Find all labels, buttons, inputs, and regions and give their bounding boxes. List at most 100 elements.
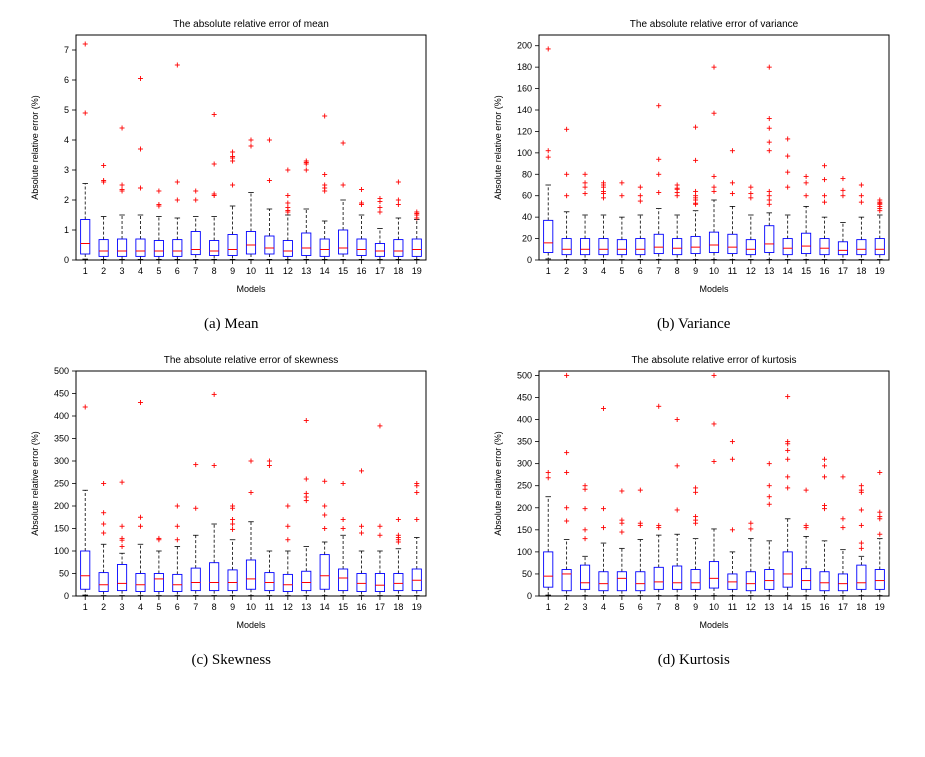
svg-text:The absolute relative error of: The absolute relative error of kurtosis	[631, 355, 796, 366]
svg-text:3: 3	[120, 266, 125, 276]
svg-text:13: 13	[764, 602, 774, 612]
svg-text:300: 300	[54, 456, 69, 466]
svg-text:350: 350	[54, 434, 69, 444]
svg-text:5: 5	[619, 266, 624, 276]
svg-text:500: 500	[517, 370, 532, 380]
svg-text:2: 2	[101, 602, 106, 612]
svg-text:13: 13	[764, 266, 774, 276]
svg-text:12: 12	[746, 602, 756, 612]
svg-text:11: 11	[727, 602, 736, 612]
svg-text:0: 0	[64, 255, 69, 265]
svg-text:16: 16	[819, 602, 829, 612]
svg-text:450: 450	[54, 389, 69, 399]
svg-text:15: 15	[801, 602, 811, 612]
svg-text:4: 4	[64, 135, 69, 145]
svg-text:200: 200	[517, 503, 532, 513]
svg-text:17: 17	[838, 602, 848, 612]
svg-text:0: 0	[527, 591, 532, 601]
svg-text:11: 11	[265, 602, 274, 612]
svg-text:1: 1	[83, 602, 88, 612]
svg-text:19: 19	[412, 602, 422, 612]
svg-text:3: 3	[120, 602, 125, 612]
svg-text:6: 6	[638, 602, 643, 612]
svg-text:16: 16	[357, 266, 367, 276]
svg-text:17: 17	[375, 266, 385, 276]
svg-text:250: 250	[517, 481, 532, 491]
svg-text:8: 8	[674, 266, 679, 276]
svg-text:9: 9	[693, 266, 698, 276]
svg-text:6: 6	[64, 75, 69, 85]
svg-text:40: 40	[522, 212, 532, 222]
svg-text:4: 4	[601, 266, 606, 276]
svg-text:12: 12	[283, 602, 293, 612]
svg-text:Models: Models	[699, 284, 729, 294]
caption-variance: (b) Variance	[657, 316, 730, 333]
svg-text:5: 5	[157, 602, 162, 612]
svg-text:7: 7	[193, 266, 198, 276]
boxplot-kurtosis: 0501001502002503003504004505001234567891…	[484, 346, 904, 646]
svg-text:12: 12	[283, 266, 293, 276]
svg-text:400: 400	[54, 411, 69, 421]
svg-text:200: 200	[517, 41, 532, 51]
svg-text:300: 300	[517, 459, 532, 469]
svg-text:7: 7	[656, 266, 661, 276]
svg-text:50: 50	[59, 569, 69, 579]
svg-text:17: 17	[375, 602, 385, 612]
svg-text:140: 140	[517, 105, 532, 115]
svg-text:6: 6	[175, 266, 180, 276]
svg-text:8: 8	[212, 602, 217, 612]
svg-text:150: 150	[517, 525, 532, 535]
caption-skewness: (c) Skewness	[191, 652, 271, 669]
svg-text:6: 6	[175, 602, 180, 612]
svg-text:7: 7	[64, 45, 69, 55]
svg-text:100: 100	[54, 546, 69, 556]
svg-text:16: 16	[819, 266, 829, 276]
boxplot-skewness: 0501001502002503003504004505001234567891…	[21, 346, 441, 646]
svg-text:200: 200	[54, 501, 69, 511]
svg-text:19: 19	[875, 266, 885, 276]
panel-skewness: 0501001502002503003504004505001234567891…	[10, 346, 453, 677]
svg-text:The absolute relative error of: The absolute relative error of skewness	[164, 355, 339, 366]
svg-text:2: 2	[564, 602, 569, 612]
svg-text:15: 15	[338, 266, 348, 276]
svg-text:250: 250	[54, 479, 69, 489]
svg-text:18: 18	[394, 266, 404, 276]
svg-text:9: 9	[693, 602, 698, 612]
svg-text:4: 4	[138, 602, 143, 612]
svg-text:13: 13	[302, 602, 312, 612]
svg-text:9: 9	[230, 602, 235, 612]
svg-text:100: 100	[517, 547, 532, 557]
svg-text:5: 5	[157, 266, 162, 276]
svg-text:11: 11	[727, 266, 736, 276]
svg-text:4: 4	[138, 266, 143, 276]
svg-text:18: 18	[856, 602, 866, 612]
svg-text:14: 14	[320, 602, 330, 612]
svg-text:3: 3	[64, 165, 69, 175]
svg-text:4: 4	[601, 602, 606, 612]
svg-text:0: 0	[64, 591, 69, 601]
panel-variance: 0204060801001201401601802001234567891011…	[473, 10, 916, 341]
svg-text:8: 8	[674, 602, 679, 612]
svg-text:10: 10	[246, 602, 256, 612]
svg-text:The absolute relative error of: The absolute relative error of variance	[630, 19, 799, 30]
svg-text:5: 5	[64, 105, 69, 115]
svg-text:160: 160	[517, 84, 532, 94]
svg-text:350: 350	[517, 437, 532, 447]
svg-text:500: 500	[54, 366, 69, 376]
chart-grid: 0123456712345678910111213141516171819The…	[10, 10, 915, 677]
svg-text:180: 180	[517, 62, 532, 72]
boxplot-variance: 0204060801001201401601802001234567891011…	[484, 10, 904, 310]
svg-text:80: 80	[522, 169, 532, 179]
svg-text:3: 3	[582, 266, 587, 276]
panel-kurtosis: 0501001502002503003504004505001234567891…	[473, 346, 916, 677]
boxplot-mean: 0123456712345678910111213141516171819The…	[21, 10, 441, 310]
svg-text:5: 5	[619, 602, 624, 612]
caption-mean: (a) Mean	[204, 316, 259, 333]
svg-text:7: 7	[656, 602, 661, 612]
svg-text:1: 1	[545, 602, 550, 612]
svg-text:18: 18	[394, 602, 404, 612]
svg-text:0: 0	[527, 255, 532, 265]
svg-text:3: 3	[582, 602, 587, 612]
svg-text:The absolute relative error of: The absolute relative error of mean	[173, 19, 329, 30]
svg-text:7: 7	[193, 602, 198, 612]
